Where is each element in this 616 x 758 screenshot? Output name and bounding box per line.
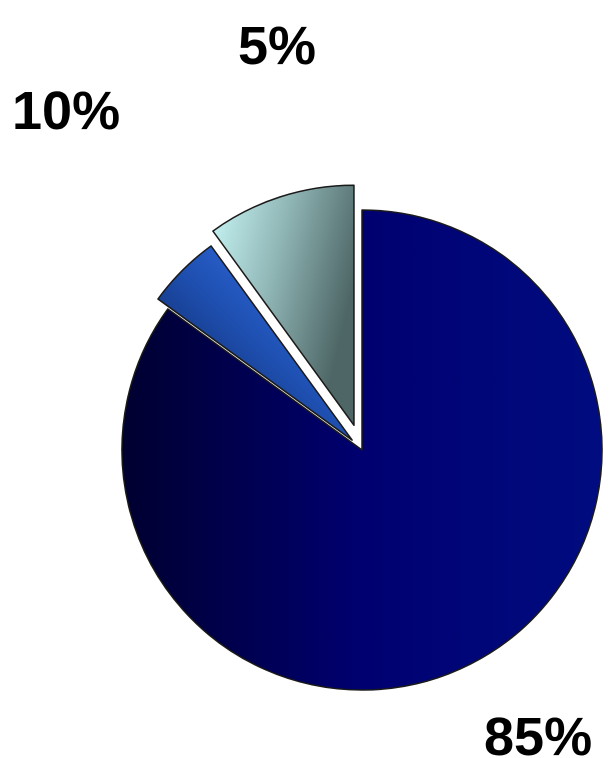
pie-slices xyxy=(121,184,603,691)
pie-slice-5-percent xyxy=(157,245,353,441)
pie-slice-85-percent xyxy=(121,209,603,691)
pie-labels: 85% 5% 10% xyxy=(12,16,592,758)
pie-label-10-percent: 10% xyxy=(12,81,120,141)
pie-label-85-percent: 85% xyxy=(484,707,592,758)
pie-label-5-percent: 5% xyxy=(238,16,316,76)
pie-slice-10-percent xyxy=(212,184,355,427)
